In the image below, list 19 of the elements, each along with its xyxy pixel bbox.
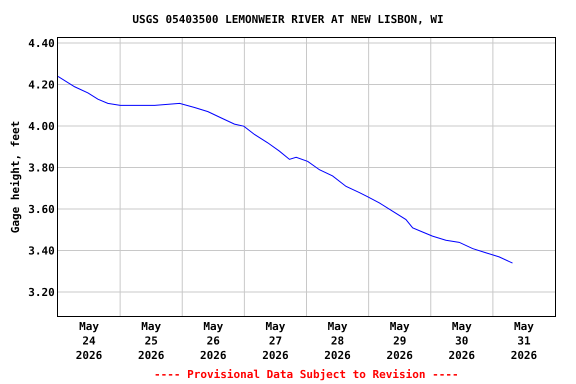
text: ---- Provisional Data Subject to Revision ----	[154, 368, 459, 381]
y-tick-label: 3.20	[28, 286, 55, 299]
x-tick-label: May 31 2026	[510, 320, 538, 362]
x-tick-label: May 25 2026	[138, 320, 165, 362]
y-tick-label: 3.60	[28, 203, 55, 216]
x-tick-label: May 27 2026	[262, 320, 290, 362]
x-tick-label: May 28 2026	[324, 320, 352, 362]
chart-title: USGS 05403500 LEMONWEIR RIVER AT NEW LISBON, WI	[132, 13, 444, 26]
y-tick-label: 3.80	[28, 162, 55, 175]
y-axis-title: Gage height, feet	[8, 120, 22, 234]
x-tick-label: May 30 2026	[448, 320, 476, 362]
y-tick-label: 4.40	[28, 37, 55, 50]
x-tick-label: May 24 2026	[76, 320, 103, 362]
y-tick-label: 4.00	[28, 120, 55, 134]
line-series	[58, 76, 513, 264]
y-tick-label: 3.40	[28, 244, 55, 258]
x-tick-label: May 29 2026	[386, 320, 414, 362]
x-tick-label: May 26 2026	[200, 320, 227, 362]
y-tick-label: 4.20	[28, 78, 55, 92]
